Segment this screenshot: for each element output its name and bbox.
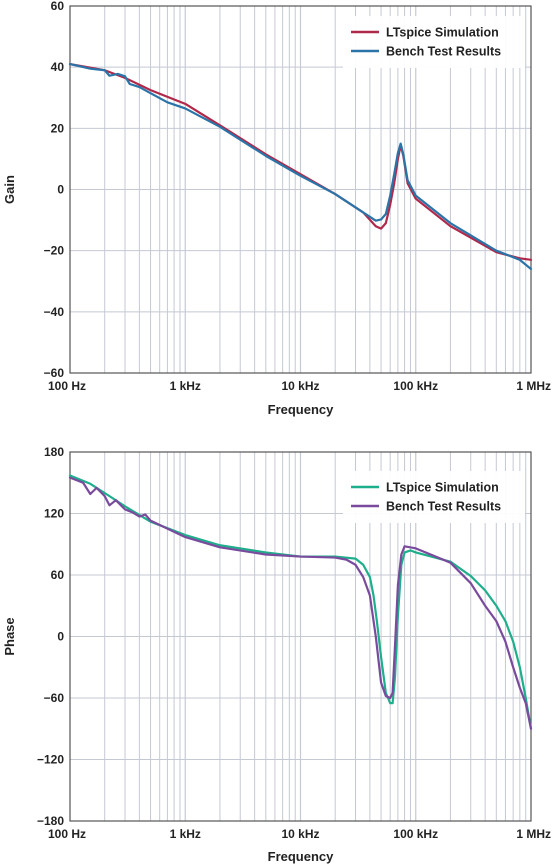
legend-box (343, 471, 525, 523)
legend-label: Bench Test Results (386, 45, 501, 59)
y-tick-label: 0 (57, 183, 64, 197)
legend-label: LTspice Simulation (386, 26, 499, 40)
plot-frame (69, 451, 532, 822)
y-tick-label: 0 (57, 630, 64, 644)
y-axis-title: Gain (2, 175, 17, 204)
x-tick-label: 10 kHz (281, 379, 319, 393)
y-tick-label: 40 (51, 60, 65, 74)
y-tick-label: 60 (51, 0, 65, 13)
y-tick-label: 180 (44, 445, 64, 459)
y-tick-label: 120 (44, 507, 64, 521)
y-tick-label: −40 (44, 305, 65, 319)
x-axis-title: Frequency (268, 402, 335, 417)
legend-label: LTspice Simulation (386, 481, 499, 495)
series-line (68, 476, 533, 730)
y-tick-label: 60 (51, 568, 65, 582)
y-tick-label: −180 (37, 814, 64, 828)
x-tick-label: 100 Hz (48, 827, 86, 841)
y-tick-label: 20 (51, 121, 65, 135)
x-tick-label: 100 kHz (393, 379, 438, 393)
x-tick-label: 100 Hz (48, 379, 86, 393)
x-axis-title: Frequency (268, 849, 335, 864)
y-tick-label: −120 (37, 753, 64, 767)
y-tick-label: −60 (44, 366, 65, 380)
x-tick-label: 1 kHz (170, 827, 201, 841)
x-tick-label: 1 kHz (170, 379, 201, 393)
y-tick-label: −60 (44, 691, 65, 705)
legend-label: Bench Test Results (386, 500, 501, 514)
x-tick-label: 1 MHz (516, 379, 551, 393)
series-line (68, 63, 533, 261)
y-axis-title: Phase (2, 617, 17, 655)
y-tick-label: −20 (44, 244, 65, 258)
x-tick-label: 100 kHz (393, 827, 438, 841)
series-line (68, 63, 533, 271)
x-tick-label: 1 MHz (516, 827, 551, 841)
legend-box (343, 16, 525, 68)
plot-frame (69, 5, 532, 374)
x-tick-label: 10 kHz (281, 827, 319, 841)
